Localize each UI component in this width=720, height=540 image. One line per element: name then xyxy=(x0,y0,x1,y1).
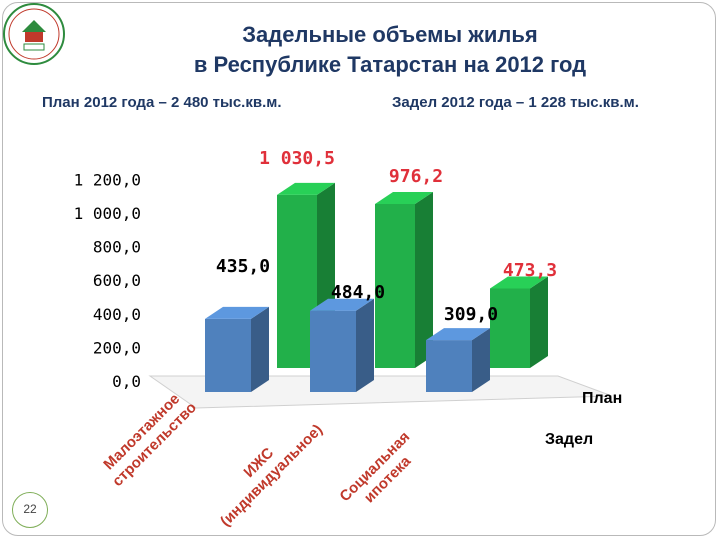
slide-title: Задельные объемы жилья в Республике Тата… xyxy=(80,20,700,80)
backlog-bar-top xyxy=(426,328,490,341)
plan-value-label: 473,3 xyxy=(503,260,557,281)
y-tick-label: 1 200,0 xyxy=(74,170,141,189)
plan-bar-side xyxy=(530,276,548,368)
x-tick-label-line: (индивидуальное) xyxy=(217,421,326,530)
backlog-value-label: 435,0 xyxy=(216,256,270,277)
backlog-bar-side xyxy=(472,328,490,392)
plan-value-label: 976,2 xyxy=(389,166,443,187)
backlog-bar xyxy=(205,318,251,392)
republic-logo xyxy=(3,3,65,65)
backlog-bar xyxy=(426,340,472,392)
plan-note: План 2012 года – 2 480 тыс.кв.м. xyxy=(42,94,282,111)
backlog-value-label: 309,0 xyxy=(444,304,498,325)
backlog-value-label: 484,0 xyxy=(331,282,385,303)
y-tick-label: 1 000,0 xyxy=(74,204,141,223)
backlog-bar-top xyxy=(205,306,269,319)
plan-bar xyxy=(375,203,415,368)
backlog-bar-top xyxy=(310,298,374,311)
plan-bar-side xyxy=(415,191,433,368)
plan-bar-top xyxy=(375,191,433,204)
chart-floor xyxy=(148,375,613,409)
x-tick-label: ИЖС(индивидуальное) xyxy=(217,421,326,530)
y-tick-label: 200,0 xyxy=(93,338,141,357)
plan-bar-top xyxy=(490,276,548,289)
y-tick-label: 0,0 xyxy=(112,372,141,391)
legend-backlog: Задел xyxy=(545,431,593,448)
page-number: 22 xyxy=(12,492,48,528)
backlog-bar-side xyxy=(251,306,269,392)
title-line-2: в Республике Татарстан на 2012 год xyxy=(193,52,587,77)
y-tick-label: 800,0 xyxy=(93,238,141,257)
backlog-note: Задел 2012 года – 1 228 тыс.кв.м. xyxy=(392,94,639,111)
plan-bar-top xyxy=(277,182,335,195)
y-tick-label: 400,0 xyxy=(93,305,141,324)
backlog-bar xyxy=(310,310,356,392)
legend-plan: План xyxy=(582,390,622,407)
title-line-1: Задельные объемы жилья xyxy=(242,22,538,47)
backlog-bar-side xyxy=(356,298,374,392)
y-tick-label: 600,0 xyxy=(93,271,141,290)
plan-value-label: 1 030,5 xyxy=(259,148,335,169)
plan-bar xyxy=(490,288,530,368)
